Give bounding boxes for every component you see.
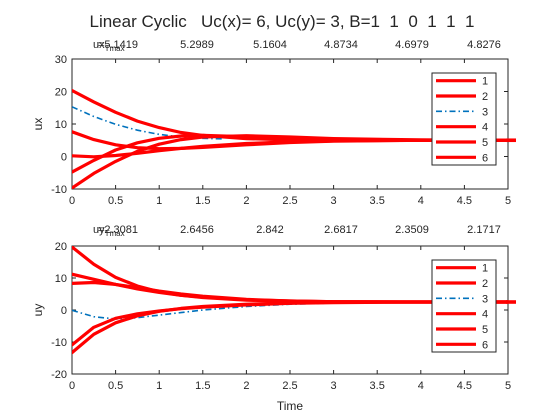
x-tick-label: 1	[156, 195, 162, 207]
x-axis-label: Time	[277, 399, 304, 413]
legend-box	[431, 259, 497, 353]
x-tick-label: 4	[418, 380, 424, 392]
tmax-value: 2.3509	[395, 224, 429, 236]
x-tick-label: 0	[69, 195, 75, 207]
legend-label-2: 2	[482, 278, 488, 290]
y-tick-label: 10	[55, 273, 67, 285]
tmax-value: =2.3081	[98, 224, 138, 236]
y-axis-label: ux	[31, 118, 45, 131]
x-tick-label: 2	[243, 195, 249, 207]
y-tick-label: 10	[55, 119, 67, 131]
legend-label-6: 6	[482, 339, 488, 351]
uy-subplot: 0 0.5 1 1.5 2 2.5 3 3.5 4 4.5 5-20-1001020uyTimeuy…	[31, 224, 516, 413]
x-tick-label: 4	[418, 195, 424, 207]
series-line-6	[72, 300, 508, 355]
figure-title: Linear Cyclic Uc(x)= 6, Uc(y)= 3, B=1 1 …	[89, 12, 474, 31]
y-tick-label: 20	[55, 241, 67, 253]
tmax-value: 2.6456	[180, 224, 214, 236]
tmax-value: 4.6979	[395, 39, 429, 51]
legend-label-4: 4	[482, 309, 488, 321]
y-tick-label: -10	[51, 184, 67, 196]
legend-label-2: 2	[482, 91, 488, 103]
x-tick-label: 3	[331, 380, 337, 392]
legend-label-5: 5	[482, 137, 488, 149]
x-tick-label: 3.5	[370, 195, 385, 207]
tmax-value: 4.8734	[324, 39, 358, 51]
tmax-value: 4.8276	[467, 39, 501, 51]
x-tick-label: 0.5	[108, 195, 123, 207]
legend-label-3: 3	[482, 293, 488, 305]
x-tick-label: 2.5	[282, 380, 297, 392]
series-line-6	[72, 134, 508, 189]
x-tick-label: 5	[505, 380, 511, 392]
legend-label-4: 4	[482, 122, 488, 134]
x-tick-label: 2.5	[282, 195, 297, 207]
x-tick-label: 5	[505, 195, 511, 207]
legend-label-6: 6	[482, 152, 488, 164]
ux-subplot: 0 0.5 1 1.5 2 2.5 3 3.5 4 4.5 5-100102030uxuxTmax=…	[31, 39, 516, 207]
x-tick-label: 0	[69, 380, 75, 392]
tmax-value: 5.2989	[180, 39, 214, 51]
legend-label-5: 5	[482, 324, 488, 336]
x-tick-label: 4.5	[457, 380, 472, 392]
tmax-value: =5.1419	[98, 39, 138, 51]
x-tick-label: 0.5	[108, 380, 123, 392]
legend: 1 2 3 4 5 6	[431, 72, 497, 166]
x-tick-label: 3.5	[370, 380, 385, 392]
x-tick-label: 3	[331, 195, 337, 207]
tmax-value: 5.1604	[253, 39, 287, 51]
x-tick-label: 4.5	[457, 195, 472, 207]
y-tick-label: -10	[51, 337, 67, 349]
x-tick-label: 1	[156, 380, 162, 392]
y-tick-label: 0	[61, 152, 67, 164]
y-tick-label: 30	[55, 54, 67, 66]
legend: 1 2 3 4 5 6	[431, 259, 497, 353]
legend-label-1: 1	[482, 263, 488, 275]
tmax-value: 2.1717	[467, 224, 501, 236]
y-tick-label: 0	[61, 305, 67, 317]
x-tick-label: 1.5	[195, 195, 210, 207]
tmax-value: 2.6817	[324, 224, 358, 236]
y-tick-label: 20	[55, 87, 67, 99]
legend-label-1: 1	[482, 76, 488, 88]
tmax-value: 2.842	[256, 224, 284, 236]
x-tick-label: 1.5	[195, 380, 210, 392]
legend-label-3: 3	[482, 106, 488, 118]
legend-box	[431, 72, 497, 166]
y-axis-label: uy	[31, 304, 45, 317]
y-tick-label: -20	[51, 369, 67, 381]
x-tick-label: 2	[243, 380, 249, 392]
